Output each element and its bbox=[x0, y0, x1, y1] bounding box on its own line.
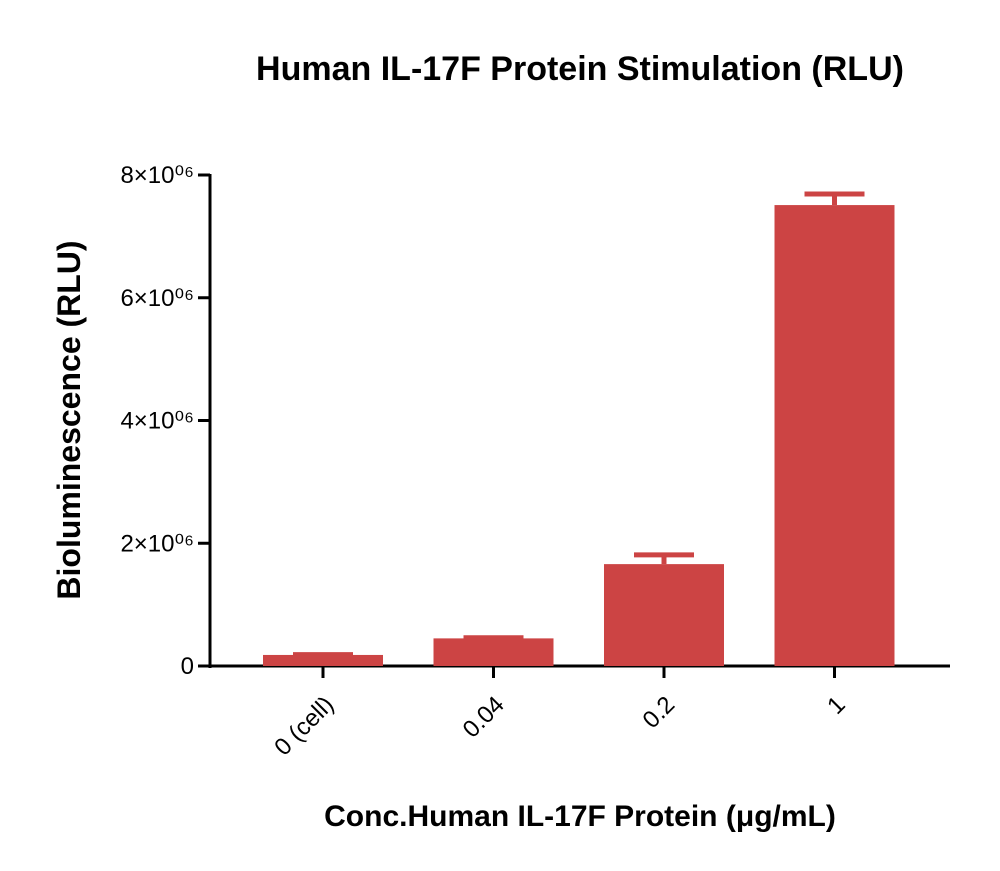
y-tick-label: 8×10⁰⁶ bbox=[120, 162, 194, 189]
error-bar bbox=[634, 552, 694, 565]
x-axis-label: Conc.Human IL-17F Protein (μg/mL) bbox=[324, 800, 836, 833]
x-tick-label: 0 (cell) bbox=[269, 691, 339, 761]
y-tick-label: 4×10⁰⁶ bbox=[120, 408, 194, 435]
bar bbox=[263, 654, 383, 666]
y-tick-label: 0 bbox=[181, 653, 194, 680]
bar bbox=[604, 564, 724, 666]
x-tick-label: 0.04 bbox=[458, 691, 510, 743]
error-bar bbox=[463, 635, 524, 641]
y-axis-label: Bioluminescence (RLU) bbox=[51, 240, 87, 599]
x-tick-label: 1 bbox=[822, 691, 851, 720]
chart-title: Human IL-17F Protein Stimulation (RLU) bbox=[256, 50, 904, 88]
x-tick-label: 0.2 bbox=[638, 691, 681, 734]
error-bar bbox=[804, 191, 865, 206]
y-tick-label: 6×10⁰⁶ bbox=[120, 285, 194, 312]
bar bbox=[774, 205, 895, 667]
bar bbox=[433, 638, 554, 666]
y-tick-label: 2×10⁰⁶ bbox=[120, 530, 194, 557]
